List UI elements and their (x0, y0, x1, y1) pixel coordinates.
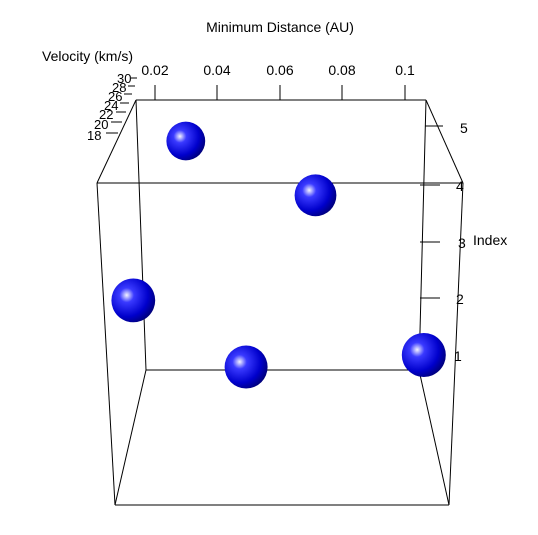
data-point-sphere (294, 174, 337, 217)
z-tick-label: 5 (460, 120, 468, 136)
z-axis: 1 2 3 4 5 Index (420, 120, 507, 364)
x-tick-label: 0.04 (203, 62, 230, 78)
box-edge (135, 99, 147, 371)
z-tick-label: 3 (458, 235, 466, 251)
box-edge (96, 182, 116, 506)
z-tick-label: 2 (456, 291, 464, 307)
box-edge (418, 99, 427, 371)
x-tick-label: 0.1 (395, 62, 415, 78)
z-tick-label: 4 (456, 178, 464, 194)
y-tick-label: 18 (87, 128, 101, 143)
plot-box (96, 99, 464, 506)
x-tick-label: 0.08 (328, 62, 355, 78)
box-edge (96, 99, 137, 184)
box-edge (418, 369, 450, 506)
y-tick-label: 22 (99, 107, 113, 122)
y-axis-label: Velocity (km/s) (42, 48, 133, 64)
data-point-sphere (401, 333, 446, 377)
data-points (111, 121, 446, 389)
x-tick-label: 0.02 (141, 62, 168, 78)
x-axis: 0.02 0.04 0.06 0.08 0.1 Minimum Distance… (141, 19, 415, 100)
y-tick-label: 20 (94, 117, 108, 132)
y-axis: 18 20 22 24 26 28 30 Velocity (km/s) (42, 48, 137, 143)
z-axis-label: Index (473, 232, 507, 248)
y-tick-label: 30 (117, 71, 131, 86)
y-tick-label: 26 (108, 89, 122, 104)
box-edge (448, 182, 464, 506)
x-axis-label: Minimum Distance (AU) (206, 19, 354, 35)
x-tick-label: 0.06 (266, 62, 293, 78)
box-edge (425, 99, 464, 184)
data-point-sphere (166, 121, 206, 161)
z-tick-label: 1 (454, 348, 462, 364)
y-tick-label: 24 (104, 98, 118, 113)
y-tick-label: 28 (112, 80, 126, 95)
box-edge (114, 369, 147, 506)
data-point-sphere (224, 345, 268, 389)
data-point-sphere (111, 278, 156, 323)
